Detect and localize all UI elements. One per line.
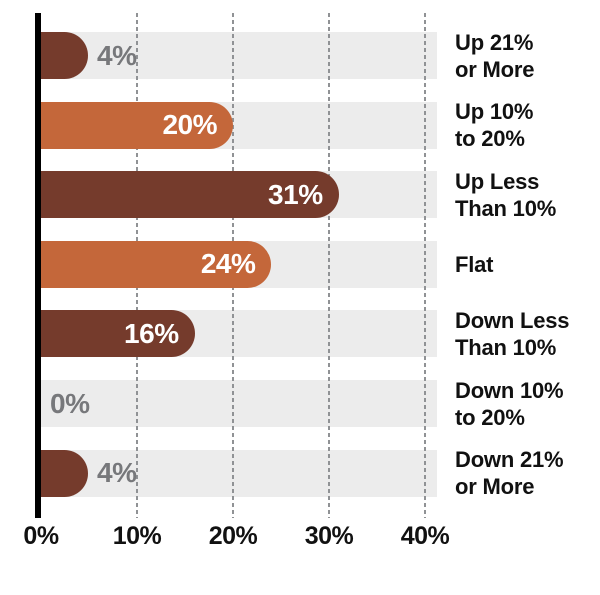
bar-7	[41, 449, 88, 497]
category-label: Flat	[455, 241, 600, 288]
row-band	[41, 380, 437, 427]
x-axis-tick-label: 10%	[112, 522, 162, 550]
category-label-line: Down Less	[455, 307, 570, 333]
bar-value-label: 4%	[97, 457, 137, 489]
row-band	[41, 32, 437, 79]
category-label: Down Less Than 10%	[455, 307, 600, 360]
bar-2: 20%	[41, 101, 233, 149]
x-axis-tick-label: 30%	[304, 522, 354, 550]
bar-value-label: 16%	[124, 317, 179, 349]
bar-4: 24%	[41, 240, 272, 288]
row-band	[41, 449, 437, 497]
category-label: Up Less Than 10%	[455, 168, 600, 221]
bar-value-label: 20%	[162, 109, 217, 141]
bar-1	[41, 32, 88, 79]
category-label-line: Than 10%	[455, 334, 557, 360]
category-label: Down 21% or More	[455, 447, 600, 500]
bar-value-label: 31%	[268, 178, 323, 210]
category-label-line: Up 10%	[455, 99, 534, 125]
category-label-line: to 20%	[455, 404, 525, 430]
category-label: Down 10% to 20%	[455, 377, 600, 430]
category-label-line: Than 10%	[455, 195, 557, 221]
gridline-40%	[424, 13, 426, 518]
bar-5: 16%	[41, 310, 195, 358]
category-label-line: to 20%	[455, 126, 525, 152]
category-label: Up 21% or More	[455, 29, 600, 82]
category-label-line: Up 21%	[455, 29, 534, 55]
category-label-line: Up Less	[455, 168, 540, 194]
bar-value-label: 4%	[97, 39, 137, 71]
bar-value-label: 0%	[50, 387, 90, 419]
bar-value-label: 24%	[200, 248, 256, 280]
category-label-line: or More	[455, 474, 535, 500]
x-axis-tick-label: 0%	[23, 522, 59, 550]
category-label-line: or More	[455, 56, 535, 82]
x-axis-tick-label: 20%	[208, 522, 258, 550]
y-axis-line	[35, 13, 41, 518]
category-label-line: Down 21%	[455, 447, 564, 473]
x-axis-tick-label: 40%	[400, 522, 450, 550]
bar-3: 31%	[41, 171, 339, 219]
gridline-30%	[328, 13, 330, 518]
category-label: Up 10% to 20%	[455, 99, 600, 152]
category-label-line: Down 10%	[455, 377, 564, 403]
category-label-line: Flat	[455, 251, 494, 277]
